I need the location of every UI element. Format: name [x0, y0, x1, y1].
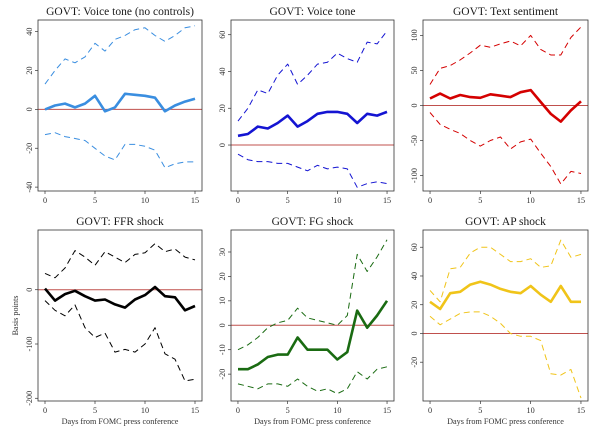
y-tick-label: 0 [218, 323, 227, 327]
upper-band-line [44, 243, 196, 279]
x-tick-label: 15 [383, 406, 391, 415]
x-tick-label: 0 [236, 196, 240, 205]
y-tick-label: 20 [25, 66, 34, 74]
x-tick-label: 15 [383, 196, 391, 205]
y-tick-label: 20 [218, 272, 227, 280]
y-tick-label: -40 [25, 182, 34, 193]
x-axis-label: Days from FOMC press conference [447, 417, 564, 426]
chart-panel-3: GOVT: Text sentiment 0 5 10 15 -100 -50 0 50 100 [410, 6, 589, 205]
panel-title: GOVT: Text sentiment [453, 6, 559, 18]
point-estimate-line [429, 280, 581, 311]
y-tick-label: 10 [218, 297, 227, 305]
y-axis-label: Basis points [11, 296, 20, 336]
y-tick-label: 20 [218, 104, 227, 112]
x-tick-label: 5 [478, 406, 482, 415]
y-tick-label: 0 [25, 107, 34, 111]
x-tick-label: 15 [577, 406, 585, 415]
x-tick-label: 5 [286, 196, 290, 205]
x-tick-label: 0 [43, 406, 47, 415]
lower-band-line [237, 153, 388, 188]
y-tick-label: -100 [410, 168, 419, 183]
x-tick-label: 0 [236, 406, 240, 415]
y-tick-label: 0 [410, 103, 419, 107]
y-tick-label: 30 [218, 248, 227, 256]
chart-panel-1: GOVT: Voice tone (no controls) 0 5 10 15 -40 -… [25, 6, 203, 205]
y-tick-label: 60 [218, 31, 227, 39]
y-tick-label: 40 [25, 28, 34, 36]
point-estimate-line [237, 110, 388, 138]
lower-band-line [44, 300, 196, 382]
plot-frame [37, 229, 203, 402]
y-tick-label: -20 [218, 369, 227, 380]
y-tick-label: 40 [218, 67, 227, 75]
x-tick-label: 0 [428, 196, 432, 205]
plot-frame [422, 19, 589, 192]
y-tick-label: -20 [25, 143, 34, 154]
y-tick-label: -100 [25, 336, 34, 351]
y-tick-label: 0 [218, 143, 227, 147]
chart-panel-4: GOVT: FFR shock 0 5 10 15 -200 -100 0 Days from … [11, 216, 203, 426]
upper-band-line [429, 239, 582, 303]
upper-band-line [429, 26, 582, 85]
y-tick-label: 50 [410, 66, 419, 74]
point-estimate-line [429, 88, 582, 123]
plot-frame [230, 229, 395, 402]
x-tick-label: 0 [428, 406, 432, 415]
x-tick-label: 5 [478, 196, 482, 205]
y-tick-label: 100 [410, 29, 419, 41]
panel-title: GOVT: FFR shock [76, 216, 164, 228]
x-axis-label: Days from FOMC press conference [254, 417, 371, 426]
y-tick-label: 20 [410, 301, 419, 309]
point-estimate-line [238, 300, 389, 371]
y-tick-label: 40 [410, 272, 419, 280]
x-tick-label: 10 [527, 406, 535, 415]
panel-title: GOVT: AP shock [465, 216, 546, 228]
lower-band-line [44, 132, 195, 169]
y-tick-label: -50 [410, 135, 419, 146]
x-tick-label: 10 [333, 196, 341, 205]
lower-band-line [429, 112, 582, 185]
upper-band-line [237, 239, 388, 351]
x-tick-label: 10 [527, 196, 535, 205]
x-tick-label: 10 [141, 406, 149, 415]
lower-band-line [237, 366, 388, 395]
x-tick-label: 10 [141, 196, 149, 205]
x-tick-label: 5 [93, 196, 97, 205]
y-tick-label: 0 [25, 288, 34, 292]
plot-frame [230, 19, 395, 192]
x-axis-label: Days from FOMC press conference [62, 417, 179, 426]
y-tick-label: 0 [410, 331, 419, 335]
y-tick-label: -20 [410, 357, 419, 368]
chart-panel-2: GOVT: Voice tone 0 5 10 15 0 20 40 60 [218, 6, 395, 205]
y-tick-label: -200 [25, 391, 34, 406]
x-tick-label: 5 [286, 406, 290, 415]
point-estimate-line [44, 92, 196, 113]
plot-frame [37, 19, 203, 192]
x-tick-label: 5 [93, 406, 97, 415]
upper-band-line [44, 25, 196, 85]
panel-title: GOVT: Voice tone (no controls) [46, 6, 194, 18]
plot-frame [422, 229, 589, 402]
chart-panel-5: GOVT: FG shock 0 5 10 15 -20 -10 0 10 20 30 Days fr… [218, 216, 395, 426]
point-estimate-line [44, 285, 196, 312]
lower-band-line [429, 311, 582, 399]
x-tick-label: 15 [577, 196, 585, 205]
upper-band-line [237, 30, 388, 122]
y-tick-label: 60 [410, 243, 419, 251]
panel-title: GOVT: Voice tone [270, 6, 356, 18]
panel-title: GOVT: FG shock [272, 216, 354, 228]
x-tick-label: 0 [43, 196, 47, 205]
chart-panel-6: GOVT: AP shock 0 5 10 15 -20 0 20 40 60 Days from … [410, 216, 589, 426]
y-tick-label: -10 [218, 344, 227, 355]
x-tick-label: 15 [191, 406, 199, 415]
x-tick-label: 10 [333, 406, 341, 415]
x-tick-label: 15 [191, 196, 199, 205]
